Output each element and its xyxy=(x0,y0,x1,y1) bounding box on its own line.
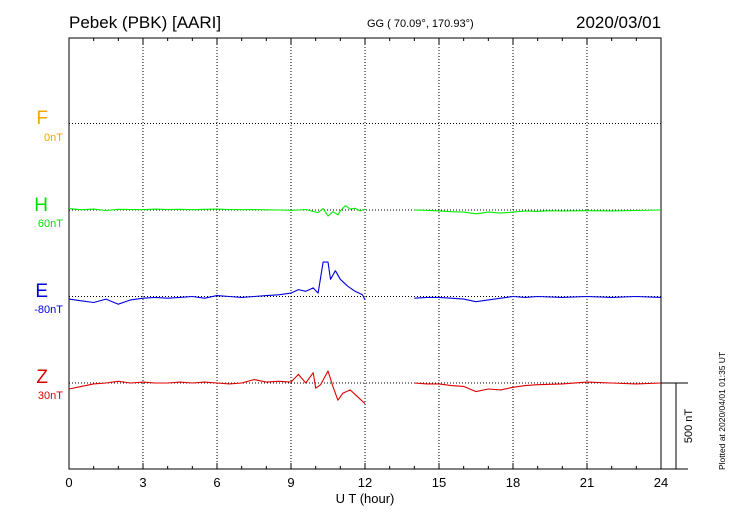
x-tick-label: 18 xyxy=(506,475,520,490)
x-tick-label: 24 xyxy=(654,475,668,490)
record-date: 2020/03/01 xyxy=(576,13,662,32)
x-tick-label: 21 xyxy=(580,475,594,490)
channel-label-e: E xyxy=(35,281,48,302)
channel-offset-f: 0nT xyxy=(44,132,63,144)
channel-offset-e: -80nT xyxy=(34,304,63,316)
scale-bar-label: 500 nT xyxy=(683,409,695,444)
station-coordinates: GG ( 70.09°, 170.93°) xyxy=(367,18,474,30)
channel-offset-h: 60nT xyxy=(37,218,63,230)
channel-offset-z: 30nT xyxy=(37,390,63,402)
plotted-timestamp: Plotted at 2020/04/01 01:35 UT xyxy=(717,351,727,470)
x-axis-label: U T (hour) xyxy=(336,491,395,506)
x-tick-label: 9 xyxy=(287,475,294,490)
channel-label-h: H xyxy=(34,195,48,216)
trace-z xyxy=(68,370,662,405)
x-tick-label: 3 xyxy=(139,475,146,490)
trace-e xyxy=(68,261,662,305)
station-title: Pebek (PBK) [AARI] xyxy=(69,13,222,32)
channel-label-z: Z xyxy=(36,367,48,388)
trace-h xyxy=(68,205,662,217)
x-tick-label: 12 xyxy=(358,475,372,490)
x-tick-label: 6 xyxy=(213,475,220,490)
channel-label-f: F xyxy=(36,108,48,129)
x-tick-label: 15 xyxy=(432,475,446,490)
x-tick-label: 0 xyxy=(65,475,72,490)
